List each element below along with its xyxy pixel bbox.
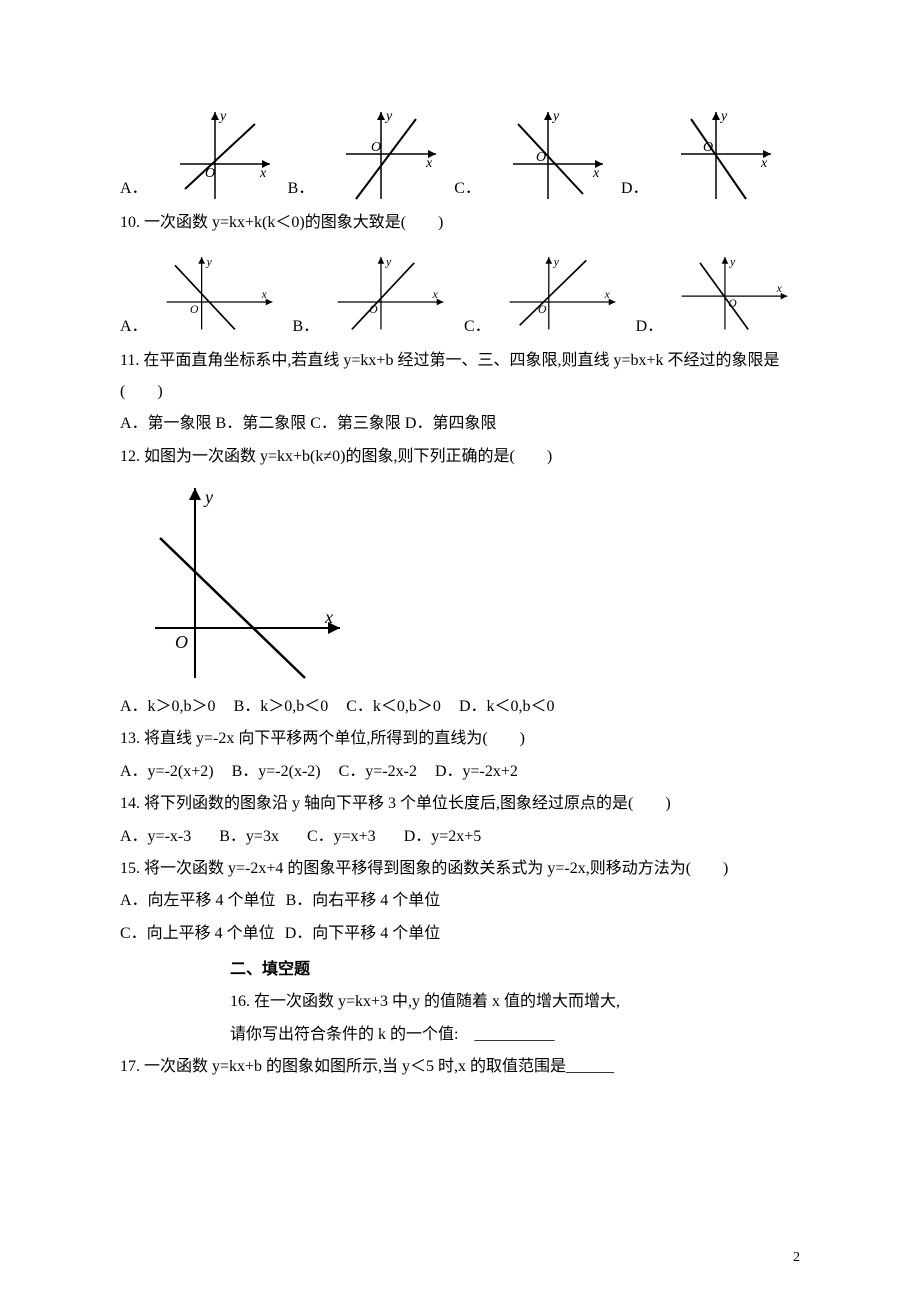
svg-text:y: y [719,109,728,124]
q14-opt-a: A．y=-x-3 [120,822,191,852]
q12-opt-d: D．k＜0,b＜0 [459,692,555,722]
svg-text:y: y [218,109,227,124]
q11-options: A．第一象限 B．第二象限 C．第三象限 D．第四象限 [120,409,800,439]
svg-text:y: y [384,109,393,124]
svg-text:O: O [175,632,188,652]
q9-graph-c: O x y [493,104,613,204]
q15-options-line1: A．向左平移 4 个单位 B．向右平移 4 个单位 [120,886,800,916]
svg-text:x: x [259,166,267,181]
svg-text:x: x [432,288,439,301]
q10-opt-c-label: C． [464,312,491,342]
q17-text: 17. 一次函数 y=kx+b 的图象如图所示,当 y＜5 时,x 的取值范围是… [120,1052,800,1082]
q9-graph-b: O x y [326,104,446,204]
q15-text: 15. 将一次函数 y=-2x+4 的图象平移得到图象的函数关系式为 y=-2x… [120,854,800,884]
svg-text:y: y [551,109,560,124]
q10-graph-c: O x y [503,242,628,342]
q15-opt-d: D．向下平移 4 个单位 [285,925,441,942]
q10-opt-a-label: A． [120,312,148,342]
q10-graph-b: O x y [331,242,456,342]
q15-opt-b: B．向右平移 4 个单位 [286,892,441,909]
svg-text:O: O [205,166,215,181]
q9-options-row: A． O x y B． O x y C． [120,104,800,204]
q9-opt-c-label: C． [454,174,481,204]
section2-title: 二、填空题 [230,955,800,985]
q15-opt-c: C．向上平移 4 个单位 [120,925,275,942]
svg-text:x: x [324,607,333,627]
svg-text:x: x [776,282,783,295]
q14-options: A．y=-x-3 B．y=3x C．y=x+3 D．y=2x+5 [120,822,800,852]
svg-text:O: O [371,140,381,155]
q10-graph-a: O x y [160,242,285,342]
q16-line1: 16. 在一次函数 y=kx+3 中,y 的值随着 x 值的增大而增大, [230,987,800,1017]
svg-text:y: y [552,256,559,269]
page: A． O x y B． O x y C． [0,0,920,1302]
q9-opt-a-label: A． [120,174,148,204]
q14-opt-b: B．y=3x [219,822,279,852]
q9-graph-d: O x y [661,104,781,204]
q14-opt-c: C．y=x+3 [307,822,376,852]
svg-text:x: x [760,156,768,171]
svg-text:y: y [205,256,212,269]
q10-opt-b-label: B． [292,312,319,342]
q9-opt-d-label: D． [621,174,649,204]
q13-text: 13. 将直线 y=-2x 向下平移两个单位,所得到的直线为( ) [120,724,800,754]
svg-text:O: O [369,303,378,316]
q9-opt-b-label: B． [288,174,315,204]
q11-text: 11. 在平面直角坐标系中,若直线 y=kx+b 经过第一、三、四象限,则直线 … [120,346,800,407]
svg-text:O: O [536,150,546,165]
q13-opt-b: B．y=-2(x-2) [232,757,321,787]
q10-graph-d: O x y [675,242,800,342]
svg-text:y: y [203,487,213,507]
svg-text:O: O [190,303,199,316]
q10-opt-d-label: D． [636,312,664,342]
q14-opt-d: D．y=2x+5 [404,822,482,852]
q15-opt-a: A．向左平移 4 个单位 [120,892,276,909]
q12-graph: O x y [140,478,350,688]
svg-text:y: y [729,256,736,269]
q12-opt-b: B．k＞0,b＜0 [234,692,329,722]
q16-line2: 请你写出符合条件的 k 的一个值: __________ [230,1020,800,1050]
q14-text: 14. 将下列函数的图象沿 y 轴向下平移 3 个单位长度后,图象经过原点的是(… [120,789,800,819]
q10-text: 10. 一次函数 y=kx+k(k＜0)的图象大致是( ) [120,208,800,238]
svg-text:O: O [538,303,547,316]
q12-opt-c: C．k＜0,b＞0 [346,692,441,722]
svg-text:x: x [592,166,600,181]
q13-opt-a: A．y=-2(x+2) [120,757,214,787]
q13-options: A．y=-2(x+2) B．y=-2(x-2) C．y=-2x-2 D．y=-2… [120,757,800,787]
q12-options: A．k＞0,b＞0 B．k＞0,b＜0 C．k＜0,b＞0 D．k＜0,b＜0 [120,692,800,722]
svg-text:x: x [425,156,433,171]
q12-text: 12. 如图为一次函数 y=kx+b(k≠0)的图象,则下列正确的是( ) [120,442,800,472]
svg-text:y: y [385,256,392,269]
svg-text:x: x [603,288,610,301]
q9-graph-a: O x y [160,104,280,204]
q10-options-row: A． O x y B． O x y C． [120,242,800,342]
q13-opt-d: D．y=-2x+2 [435,757,518,787]
svg-text:O: O [703,140,713,155]
q15-options-line2: C．向上平移 4 个单位 D．向下平移 4 个单位 [120,919,800,949]
svg-text:O: O [728,297,737,310]
q13-opt-c: C．y=-2x-2 [339,757,417,787]
svg-text:x: x [260,288,267,301]
q12-opt-a: A．k＞0,b＞0 [120,692,216,722]
page-number: 2 [793,1245,800,1272]
